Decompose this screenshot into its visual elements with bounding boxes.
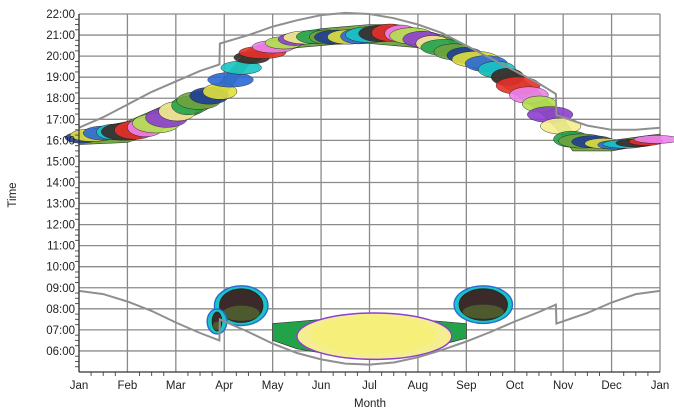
y-tick-label: 22:00 xyxy=(46,9,75,21)
x-tick-label: Jan xyxy=(70,380,89,392)
activity-point xyxy=(462,304,504,319)
activity-point xyxy=(207,72,254,88)
sunrise-curve xyxy=(78,289,661,366)
x-tick-label: Oct xyxy=(506,380,525,392)
y-tick-label: 07:00 xyxy=(46,325,75,337)
activity-point xyxy=(222,305,260,321)
x-tick-label: Dec xyxy=(601,380,622,392)
x-tick-label: Nov xyxy=(553,380,574,392)
y-tick-label: 16:00 xyxy=(46,135,75,147)
y-tick-label: 15:00 xyxy=(46,156,75,168)
y-tick-label: 19:00 xyxy=(46,72,75,84)
y-tick-label: 06:00 xyxy=(46,346,75,358)
y-tick-label: 14:00 xyxy=(46,177,75,189)
y-tick-label: 09:00 xyxy=(46,283,75,295)
activity-point xyxy=(311,316,438,355)
y-tick-label: 11:00 xyxy=(47,241,75,253)
x-tick-label: Feb xyxy=(118,380,138,392)
y-tick-label: 13:00 xyxy=(46,199,75,211)
x-tick-label: Apr xyxy=(215,380,233,392)
x-tick-label: Jul xyxy=(362,380,377,392)
x-tick-label: Jun xyxy=(312,380,331,392)
x-tick-label: May xyxy=(262,380,284,392)
x-tick-label: Jan xyxy=(651,380,670,392)
y-tick-label: 17:00 xyxy=(46,114,75,126)
axis-layer: Jan Feb Mar Apr May Jun Jul Aug Sep Oct Nov Dec Jan 0… xyxy=(46,9,669,392)
activity-point xyxy=(633,135,674,144)
y-tick-label: 12:00 xyxy=(46,220,75,232)
y-tick-label: 21:00 xyxy=(46,30,75,42)
x-tick-label: Sep xyxy=(456,380,476,392)
y-axis-title: Time xyxy=(7,182,19,207)
data-layer xyxy=(64,23,674,361)
sunset-curve xyxy=(78,11,661,131)
x-tick-label: Aug xyxy=(408,380,428,392)
y-tick-label: 08:00 xyxy=(46,304,75,316)
y-tick-label: 20:00 xyxy=(46,51,75,63)
y-tick-label: 10:00 xyxy=(46,262,75,274)
y-tick-label: 18:00 xyxy=(46,93,75,105)
x-tick-label: Mar xyxy=(166,380,186,392)
x-axis-title: Month xyxy=(354,398,386,410)
curve-layer xyxy=(78,11,661,366)
